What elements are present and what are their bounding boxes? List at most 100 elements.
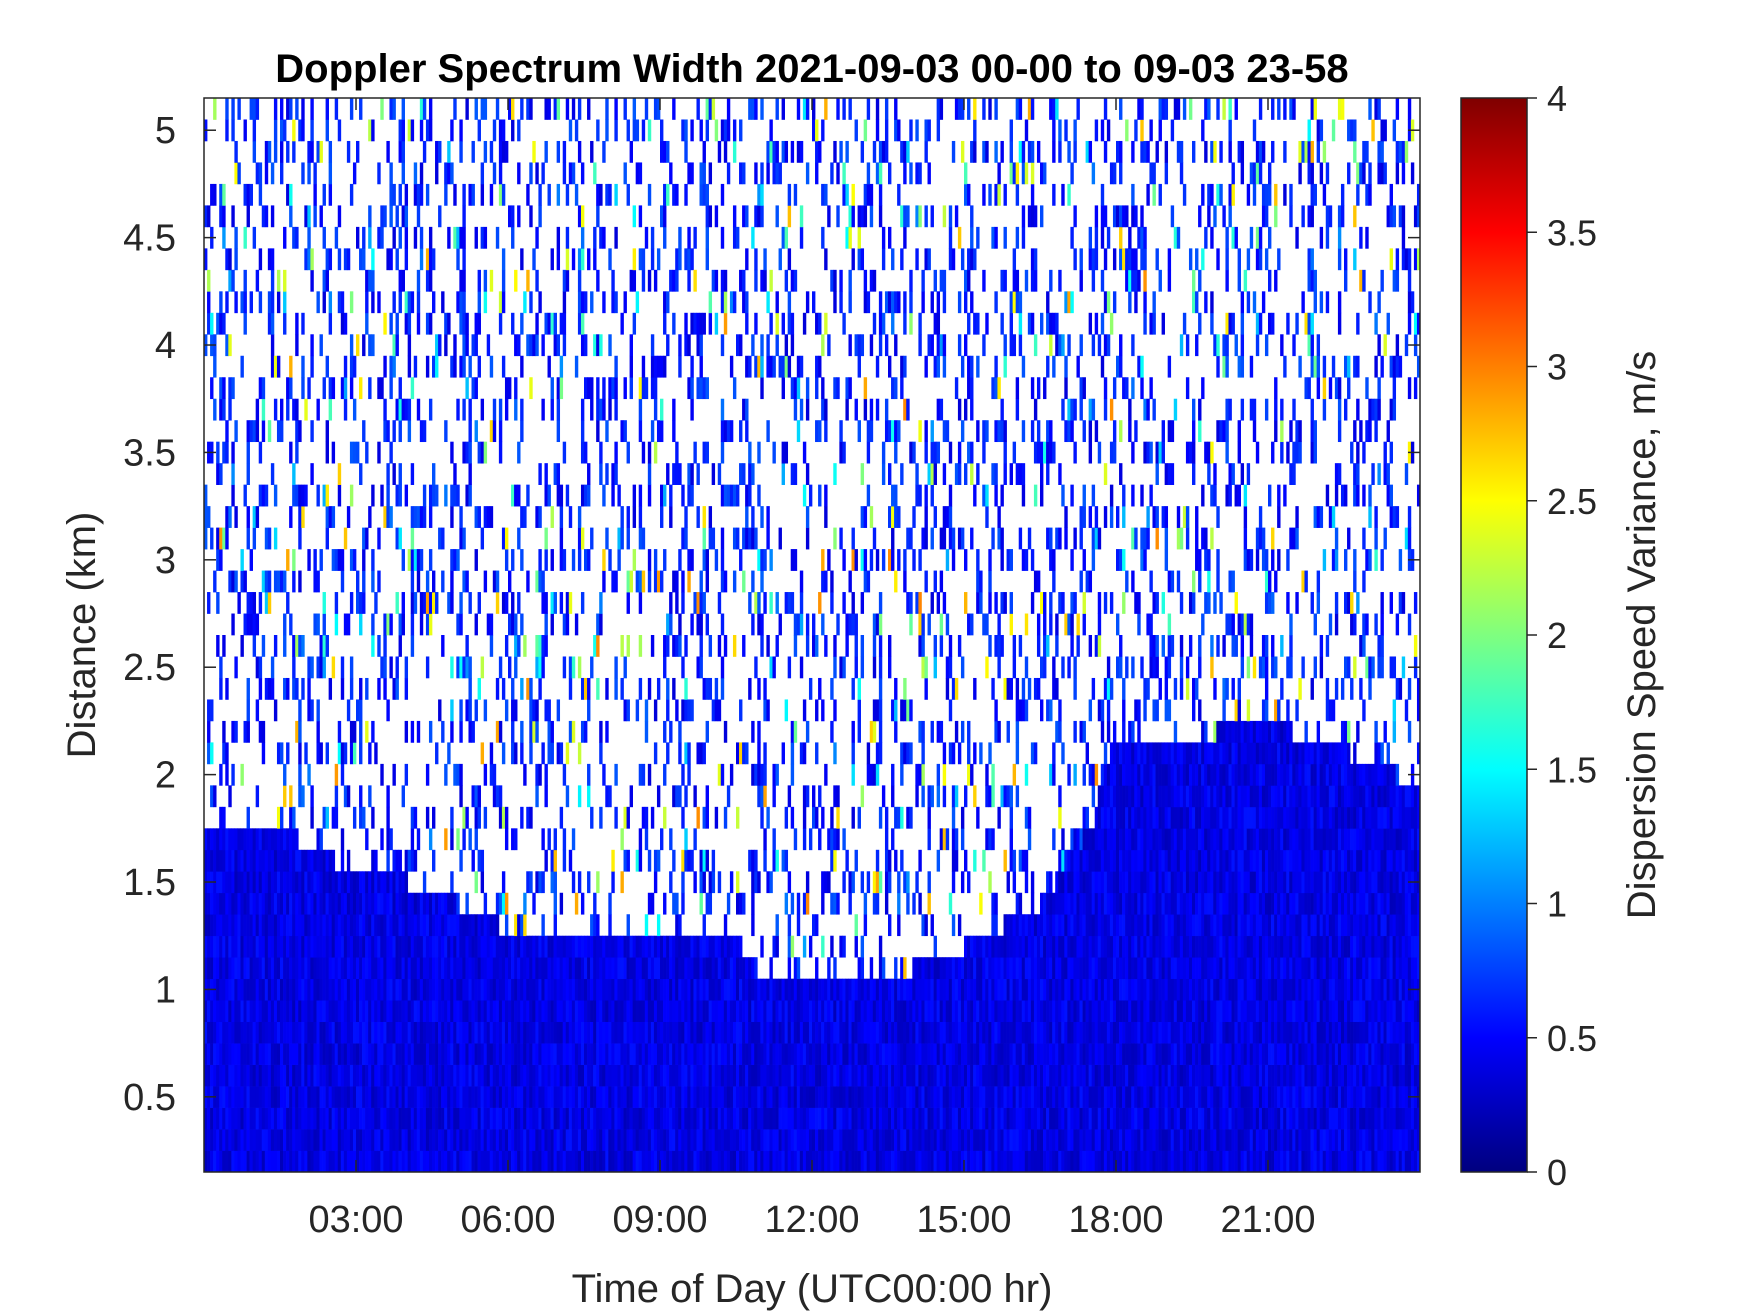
heatmap-cell (869, 398, 874, 421)
heatmap-cell (222, 377, 226, 400)
heatmap-cell (286, 140, 290, 163)
heatmap-cell (459, 1064, 463, 1087)
heatmap-cell (346, 1000, 351, 1022)
heatmap-cell (295, 1150, 299, 1172)
heatmap-cell (471, 720, 475, 743)
heatmap-cell (468, 828, 472, 851)
heatmap-cell (775, 205, 779, 228)
heatmap-cell (748, 1064, 752, 1087)
heatmap-cell (365, 828, 369, 851)
heatmap-cell (407, 978, 412, 1001)
heatmap-cell (337, 1150, 342, 1172)
heatmap-cell (729, 1064, 734, 1087)
heatmap-cell (419, 1000, 424, 1022)
heatmap-cell (252, 1150, 257, 1172)
heatmap-cell (875, 849, 880, 872)
heatmap-cell (857, 1107, 861, 1130)
heatmap-cell (717, 140, 722, 163)
heatmap-cell (483, 441, 488, 464)
heatmap-cell (763, 549, 767, 571)
heatmap-cell (848, 892, 852, 915)
heatmap-cell (480, 162, 485, 185)
heatmap-cell (392, 935, 396, 958)
heatmap-cell (699, 119, 703, 142)
heatmap-cell (760, 269, 764, 292)
heatmap-cell (231, 720, 235, 743)
heatmap-cell (863, 1000, 868, 1022)
heatmap-cell (736, 892, 740, 915)
heatmap-cell (663, 226, 667, 249)
heatmap-cell (653, 269, 658, 292)
heatmap-cell (720, 1043, 725, 1065)
heatmap-cell (419, 935, 424, 958)
heatmap-cell (732, 1107, 737, 1130)
heatmap-cell (249, 183, 253, 206)
heatmap-cell (356, 441, 360, 464)
heatmap-cell (404, 978, 409, 1001)
heatmap-cell (818, 484, 822, 507)
heatmap-cell (255, 613, 260, 636)
heatmap-cell (842, 1107, 846, 1130)
heatmap-cell (666, 291, 670, 314)
heatmap-cell (310, 935, 314, 958)
heatmap-cell (453, 978, 457, 1001)
heatmap-cell (839, 1021, 843, 1044)
heatmap-cell (337, 742, 342, 765)
heatmap-cell (474, 613, 478, 636)
heatmap-cell (860, 656, 865, 679)
heatmap-cell (851, 806, 855, 829)
heatmap-cell (796, 1150, 801, 1172)
heatmap-cell (860, 871, 865, 894)
heatmap-cell (751, 892, 755, 915)
heatmap-cell (310, 1150, 314, 1172)
heatmap-cell (653, 1021, 658, 1044)
heatmap-cell (501, 1000, 506, 1022)
heatmap-cell (498, 1129, 503, 1151)
heatmap-cell (526, 1129, 530, 1151)
heatmap-cell (276, 570, 281, 593)
heatmap-cell (219, 871, 223, 894)
heatmap-cell (796, 1086, 801, 1108)
heatmap-cell (392, 463, 396, 485)
heatmap-cell (340, 1129, 345, 1151)
heatmap-cell (872, 720, 877, 743)
heatmap-cell (368, 871, 372, 894)
heatmap-cell (325, 441, 329, 464)
heatmap-cell (660, 1021, 664, 1044)
heatmap-cell (723, 720, 728, 743)
heatmap-cell (389, 656, 393, 679)
heatmap-cell (833, 140, 837, 163)
heatmap-cell (365, 291, 369, 314)
heatmap-cell (745, 248, 749, 271)
heatmap-cell (629, 1129, 633, 1151)
heatmap-cell (742, 1000, 746, 1022)
heatmap-cell (684, 1043, 688, 1065)
heatmap-cell (672, 1021, 676, 1044)
heatmap-cell (757, 871, 761, 894)
heatmap-cell (702, 935, 706, 958)
heatmap-cell (687, 1000, 691, 1022)
heatmap-cell (413, 849, 418, 872)
heatmap-cell (772, 763, 776, 786)
heatmap-cell (304, 1150, 308, 1172)
heatmap-cell (845, 849, 849, 872)
heatmap-cell (720, 957, 725, 980)
heatmap-cell (842, 162, 846, 185)
heatmap-cell (489, 183, 494, 206)
heatmap-cell (848, 205, 852, 228)
heatmap-cell (653, 871, 658, 894)
heatmap-cell (395, 484, 399, 507)
heatmap-cell (672, 398, 676, 421)
heatmap-cell (255, 849, 260, 872)
heatmap-cell (793, 957, 798, 980)
heatmap-cell (489, 613, 494, 636)
heatmap-cell (292, 1129, 296, 1151)
heatmap-cell (587, 1086, 591, 1108)
heatmap-cell (833, 1000, 837, 1022)
heatmap-cell (620, 1000, 624, 1022)
heatmap-cell (328, 140, 333, 163)
heatmap-cell (650, 377, 655, 400)
heatmap-cell (498, 420, 503, 443)
heatmap-cell (349, 957, 354, 980)
heatmap-cell (875, 699, 880, 722)
